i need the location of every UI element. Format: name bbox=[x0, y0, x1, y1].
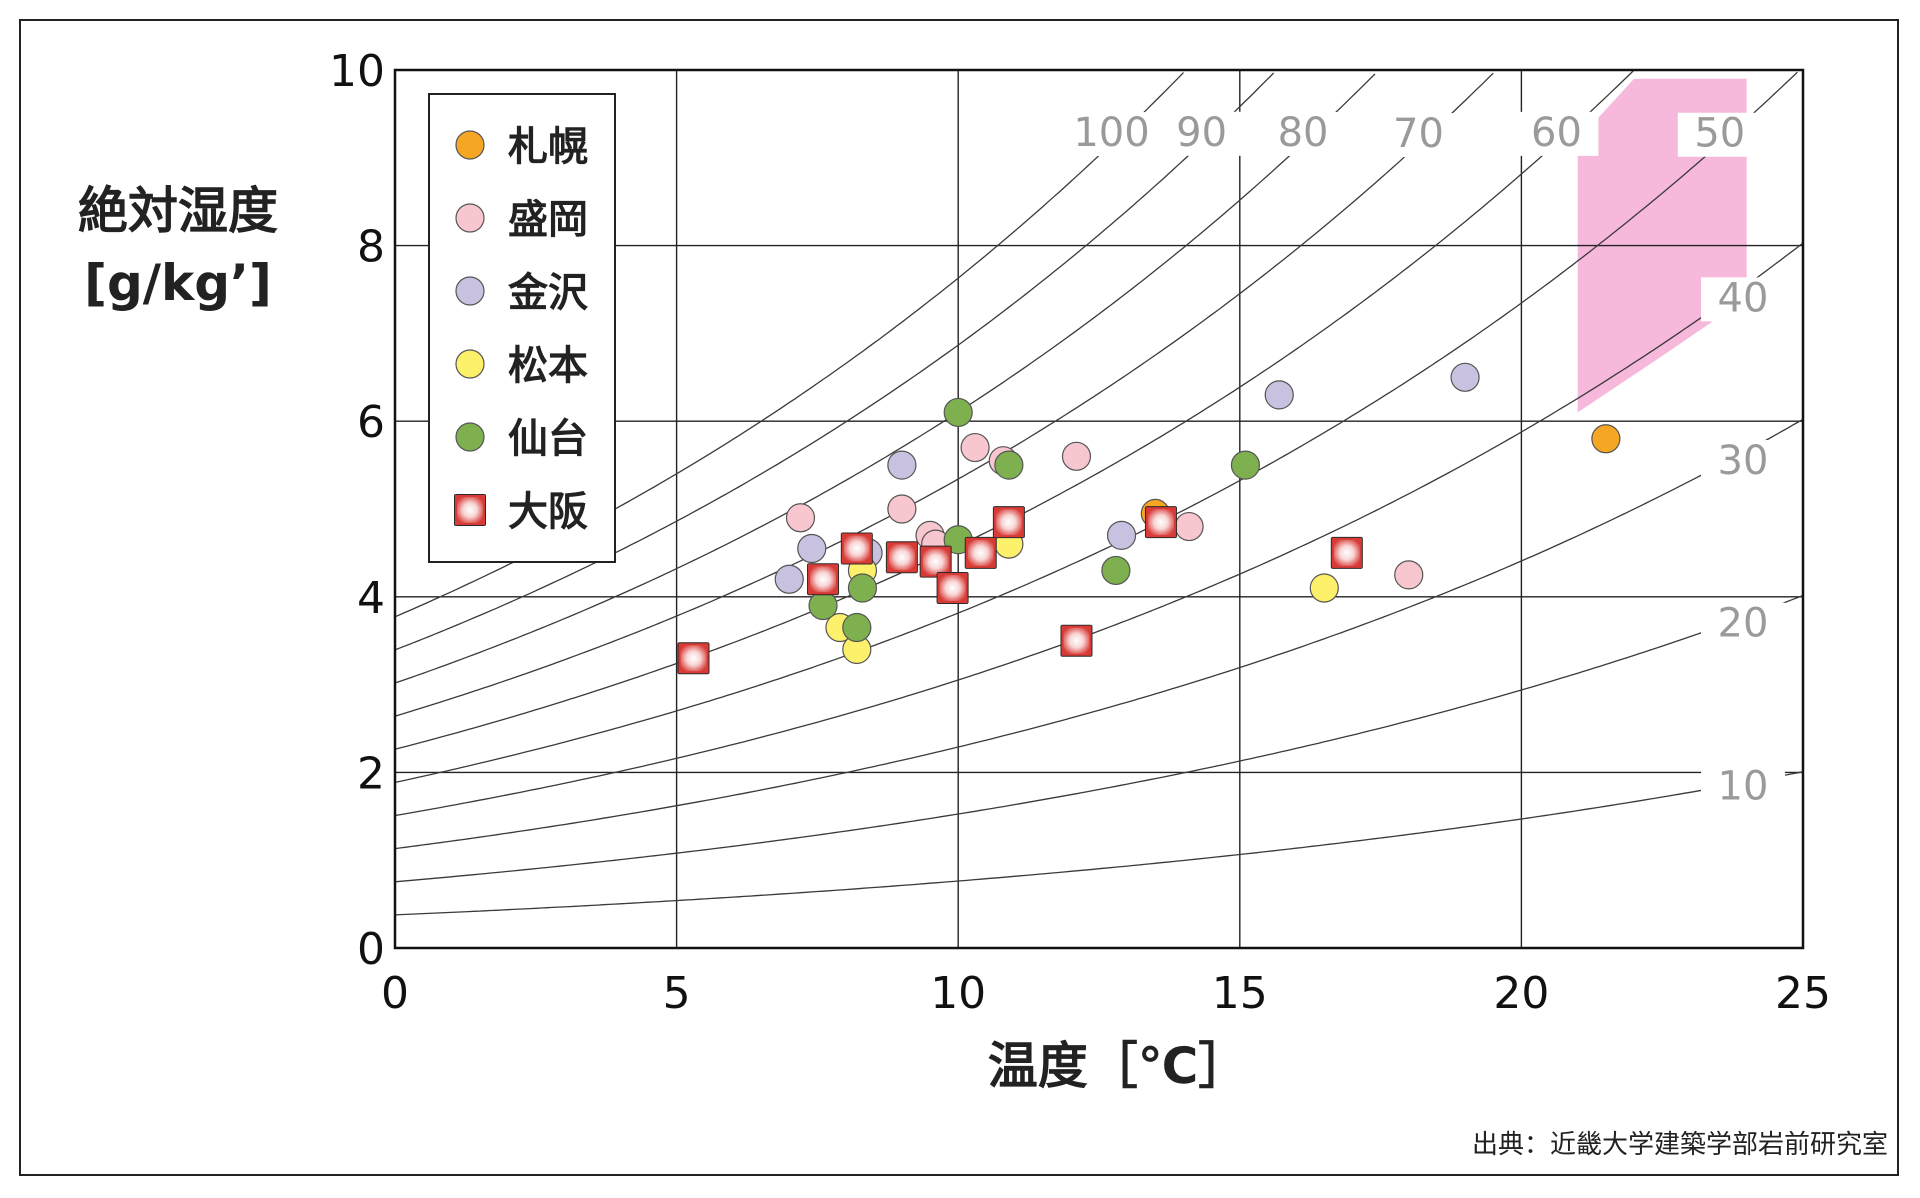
data-point bbox=[841, 533, 872, 564]
y-axis-label-line2: [g/kg’] bbox=[84, 254, 272, 312]
rh-curve-label-bg bbox=[1261, 111, 1346, 156]
y-tick-label: 4 bbox=[357, 573, 385, 624]
rh-curve bbox=[394, 72, 1275, 651]
y-tick-label: 10 bbox=[329, 46, 385, 97]
legend-marker bbox=[455, 495, 485, 525]
data-point bbox=[960, 432, 990, 463]
rh-curve-label-bg bbox=[1159, 111, 1244, 156]
data-point bbox=[1061, 441, 1092, 471]
plot-area-border bbox=[393, 68, 1805, 950]
x-tick-label: 15 bbox=[1212, 968, 1268, 1019]
rh-curve bbox=[394, 72, 1494, 717]
rh-curve bbox=[394, 73, 1376, 684]
legend-marker bbox=[455, 422, 485, 452]
x-tick-label: 5 bbox=[663, 968, 691, 1019]
data-point bbox=[965, 537, 996, 568]
rh-curve-label-bg bbox=[1701, 602, 1785, 647]
data-point bbox=[1145, 507, 1176, 538]
legend-label: 仙台 bbox=[508, 416, 588, 462]
rh-curve-label: 50 bbox=[1694, 111, 1745, 157]
data-point bbox=[1450, 362, 1480, 392]
data-point-layer bbox=[677, 362, 1621, 675]
data-point bbox=[808, 590, 838, 621]
data-point bbox=[1309, 573, 1339, 603]
legend-label: 大阪 bbox=[508, 489, 588, 535]
legend-label: 盛岡 bbox=[508, 197, 588, 243]
rh-curve-label: 60 bbox=[1531, 110, 1582, 156]
data-point bbox=[774, 564, 804, 594]
rh-curve-label: 80 bbox=[1278, 110, 1329, 156]
y-tick-label: 8 bbox=[357, 222, 385, 273]
x-axis-label: 温度［℃］ bbox=[988, 1037, 1249, 1095]
data-point bbox=[937, 573, 968, 604]
data-point bbox=[943, 397, 973, 428]
legend-label: 松本 bbox=[508, 343, 588, 389]
rh-curve-label: 20 bbox=[1718, 601, 1769, 647]
x-tick-label: 0 bbox=[381, 968, 409, 1019]
legend-box bbox=[428, 93, 616, 563]
rh-curve bbox=[394, 242, 1804, 817]
rh-curve-label-bg bbox=[1514, 111, 1599, 156]
rh-curve bbox=[394, 594, 1804, 883]
rh-curve-label: 90 bbox=[1176, 110, 1227, 156]
data-point bbox=[994, 450, 1024, 480]
y-axis-label-line1: 絶対湿度 bbox=[78, 182, 278, 240]
data-point bbox=[1106, 520, 1137, 550]
rh-curve-label-bg bbox=[1701, 440, 1785, 485]
data-point bbox=[1101, 555, 1131, 586]
rh-curve bbox=[394, 771, 1804, 916]
y-tick-label: 2 bbox=[357, 748, 385, 799]
rh-curve-label: 70 bbox=[1393, 111, 1444, 157]
rh-curve-layer: 100 90 80 70 60 50 40 30 20 10 bbox=[394, 69, 1804, 916]
data-point bbox=[1230, 450, 1261, 480]
y-tick-label: 6 bbox=[357, 397, 385, 448]
data-point bbox=[1174, 511, 1204, 542]
data-point bbox=[847, 573, 878, 603]
data-point bbox=[1061, 625, 1092, 656]
data-point bbox=[1331, 537, 1362, 568]
rh-curve bbox=[394, 71, 1798, 784]
y-tick-label: 0 bbox=[357, 924, 385, 975]
data-point bbox=[785, 503, 816, 533]
legend-label: 札幌 bbox=[508, 124, 588, 170]
rh-curve-label: 10 bbox=[1718, 763, 1769, 809]
x-tick-label: 20 bbox=[1493, 968, 1549, 1019]
rh-curve-label-bg bbox=[1701, 765, 1785, 810]
source-note: 出典：近畿大学建築学部岩前研究室 bbox=[1472, 1130, 1888, 1160]
rh-curve-label: 100 bbox=[1073, 110, 1149, 156]
legend-label: 金沢 bbox=[507, 270, 589, 316]
legend-marker bbox=[455, 203, 485, 233]
data-point bbox=[678, 643, 709, 674]
legend-marker bbox=[455, 349, 485, 379]
rh-curve-label-bg bbox=[1701, 277, 1785, 322]
x-tick-label: 10 bbox=[930, 968, 986, 1019]
data-point bbox=[1591, 424, 1621, 454]
data-point bbox=[886, 542, 917, 573]
tick-label-layer: 0 5 10 15 20 25 0 2 4 6 8 10 bbox=[329, 46, 1831, 1019]
rh-curve-label-bg bbox=[1376, 113, 1461, 158]
rh-curve-label: 40 bbox=[1718, 275, 1769, 321]
rh-curve-label-bg bbox=[1677, 112, 1762, 157]
data-point bbox=[1394, 560, 1424, 590]
data-point bbox=[920, 546, 951, 577]
data-point bbox=[842, 612, 872, 643]
data-point bbox=[887, 494, 917, 524]
x-tick-label: 25 bbox=[1775, 968, 1831, 1019]
data-point bbox=[887, 450, 917, 480]
data-point bbox=[1264, 380, 1294, 410]
data-point bbox=[797, 533, 827, 564]
legend-marker bbox=[455, 276, 485, 306]
rh-curve-label-bg bbox=[1069, 112, 1154, 157]
data-point bbox=[808, 564, 839, 595]
rh-curve bbox=[394, 418, 1804, 850]
data-point bbox=[993, 507, 1024, 538]
rh-curve-label: 30 bbox=[1718, 438, 1769, 484]
legend-marker bbox=[455, 130, 485, 160]
